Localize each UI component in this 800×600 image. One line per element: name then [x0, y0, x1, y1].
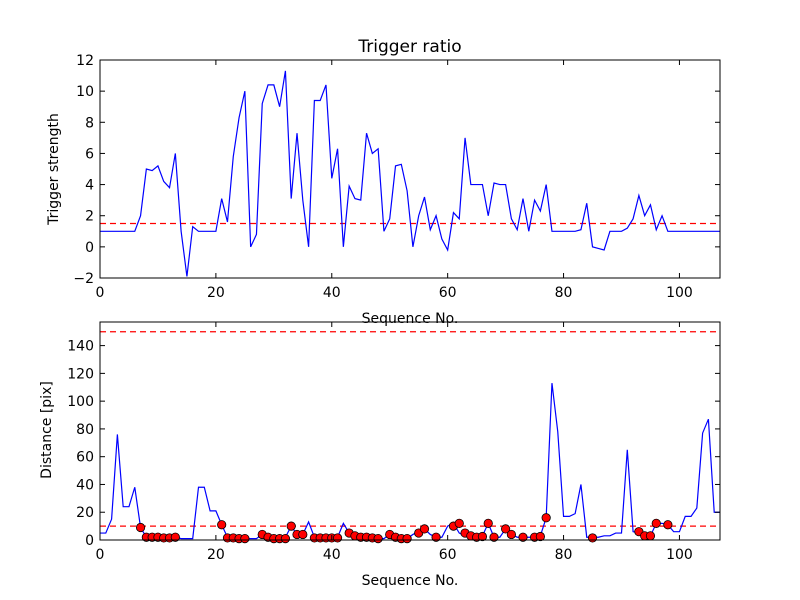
x-tick-label: 0	[96, 285, 105, 301]
data-point-marker	[402, 534, 412, 544]
y-tick-label: 8	[85, 115, 94, 131]
y-tick-label: −2	[73, 271, 94, 287]
y-axis-label: Distance [pix]	[39, 381, 55, 479]
x-tick-label: 100	[666, 547, 693, 563]
y-tick-label: 80	[76, 422, 94, 438]
data-point-marker	[651, 518, 661, 528]
data-point-marker	[135, 522, 146, 533]
data-point-marker	[645, 531, 656, 541]
x-tick-label: 40	[323, 285, 341, 301]
data-point-marker	[663, 520, 673, 530]
y-tick-label: 6	[85, 146, 94, 162]
data-point-marker	[489, 532, 499, 542]
y-tick-label: 10	[76, 84, 94, 100]
y-tick-label: 140	[67, 339, 94, 355]
axes-frame	[99, 321, 721, 541]
trigger-ratio-chart: Trigger ratio Trigger strength Sequence …	[46, 37, 721, 327]
data-point-marker	[431, 532, 441, 542]
axes-frame	[99, 59, 721, 279]
data-point-marker	[587, 533, 598, 543]
y-axis-label: Trigger strength	[46, 113, 62, 226]
data-point-marker	[501, 524, 511, 534]
data-point-marker	[541, 513, 551, 523]
y-tick-label: 100	[67, 394, 94, 410]
data-point-marker	[535, 531, 545, 542]
x-tick-label: 60	[439, 285, 457, 301]
plot-area: 0 20 40 60 80 100 0 20 40 60 80 100 120 140	[67, 321, 721, 563]
data-point-marker	[298, 529, 308, 540]
x-tick-label: 0	[96, 547, 105, 563]
y-tick-label: 0	[85, 240, 94, 256]
data-point-marker	[419, 524, 430, 534]
x-tick-label: 100	[666, 285, 693, 301]
y-tick-label: 40	[76, 477, 94, 493]
x-tick-label: 60	[439, 547, 457, 563]
x-axis-label: Sequence No.	[362, 311, 459, 327]
data-point-marker	[240, 534, 250, 544]
x-tick-label: 40	[323, 547, 341, 563]
y-tick-label: 0	[85, 533, 94, 549]
y-tick-label: 4	[85, 178, 94, 194]
data-point-marker	[217, 520, 227, 530]
data-point-marker	[477, 531, 488, 542]
x-tick-label: 80	[555, 285, 573, 301]
data-point-marker	[373, 534, 383, 544]
distance-chart: Distance [pix] Sequence No. 0 20 40 60 80 100…	[39, 321, 721, 589]
x-tick-label: 80	[555, 547, 573, 563]
data-point-marker	[280, 534, 291, 544]
x-tick-label: 20	[207, 285, 225, 301]
data-point-marker	[454, 518, 464, 528]
data-point-marker	[483, 518, 493, 528]
y-tick-label: 60	[76, 450, 94, 466]
data-point-marker	[518, 532, 528, 542]
y-tick-label: 2	[85, 209, 94, 225]
x-tick-label: 20	[207, 547, 225, 563]
y-tick-label: 12	[76, 53, 94, 69]
y-tick-label: 120	[67, 366, 94, 382]
x-axis-label: Sequence No.	[362, 573, 459, 589]
chart-title: Trigger ratio	[357, 37, 461, 57]
data-point-marker	[506, 529, 517, 540]
data-point-marker	[332, 533, 343, 543]
data-point-marker	[170, 532, 180, 542]
data-point-marker	[286, 521, 296, 531]
y-tick-label: 20	[76, 505, 94, 521]
series-line	[100, 70, 720, 277]
